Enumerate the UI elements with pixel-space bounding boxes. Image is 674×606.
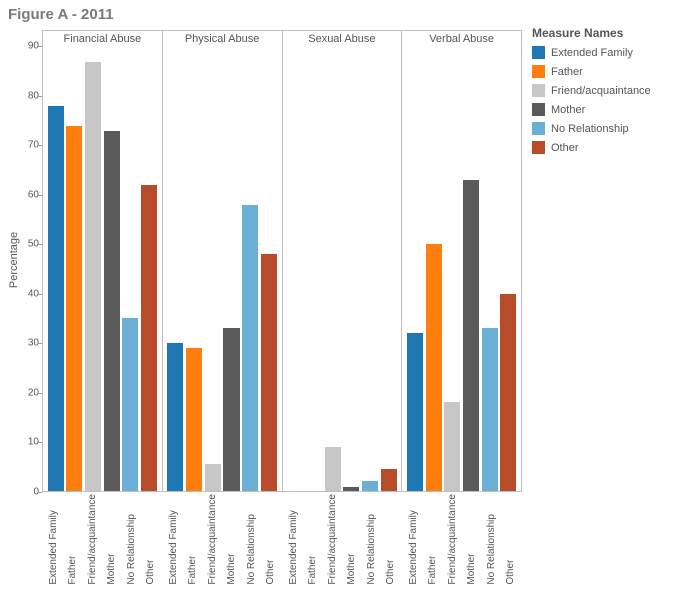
bar bbox=[104, 131, 120, 491]
legend-item: Mother bbox=[532, 103, 651, 116]
panel-label: Physical Abuse bbox=[163, 33, 282, 45]
bar bbox=[325, 447, 341, 491]
chart-area: Financial AbusePhysical AbuseSexual Abus… bbox=[42, 30, 522, 492]
x-tick-label: Extended Family bbox=[285, 494, 302, 585]
bar bbox=[242, 205, 258, 491]
x-tick-label: Other bbox=[502, 494, 519, 585]
y-tick-mark bbox=[38, 195, 42, 196]
legend-title: Measure Names bbox=[532, 26, 651, 40]
y-tick-mark bbox=[38, 294, 42, 295]
bar bbox=[444, 402, 460, 491]
panel: Physical Abuse bbox=[162, 30, 282, 492]
bar bbox=[261, 254, 277, 491]
bar bbox=[463, 180, 479, 491]
x-label-group: Extended FamilyFatherFriend/acquaintance… bbox=[162, 494, 282, 585]
bar bbox=[426, 244, 442, 491]
x-tick-label: Friend/acquaintance bbox=[84, 494, 101, 585]
figure-title: Figure A - 2011 bbox=[8, 6, 674, 23]
bar bbox=[66, 126, 82, 491]
x-tick-label: No Relationship bbox=[123, 494, 140, 585]
bars bbox=[165, 47, 280, 491]
x-label-group: Extended FamilyFatherFriend/acquaintance… bbox=[282, 494, 402, 585]
y-tick-mark bbox=[38, 96, 42, 97]
y-tick-mark bbox=[38, 343, 42, 344]
x-tick-label: No Relationship bbox=[483, 494, 500, 585]
bar bbox=[48, 106, 64, 491]
legend-swatch bbox=[532, 103, 545, 116]
legend-label: Extended Family bbox=[551, 47, 633, 59]
x-label-group: Extended FamilyFatherFriend/acquaintance… bbox=[402, 494, 522, 585]
x-tick-label: Mother bbox=[223, 494, 240, 585]
bar bbox=[186, 348, 202, 491]
panel: Financial Abuse bbox=[42, 30, 162, 492]
bar bbox=[500, 294, 516, 491]
legend-swatch bbox=[532, 65, 545, 78]
bars bbox=[45, 47, 160, 491]
bars bbox=[404, 47, 519, 491]
legend: Measure Names Extended Family Father Frien… bbox=[532, 26, 651, 160]
bar bbox=[482, 328, 498, 491]
y-tick-mark bbox=[38, 46, 42, 47]
legend-label: Mother bbox=[551, 104, 585, 116]
bar bbox=[122, 318, 138, 491]
bar bbox=[362, 481, 378, 491]
legend-label: Father bbox=[551, 66, 583, 78]
legend-label: Other bbox=[551, 142, 579, 154]
x-tick-label: Father bbox=[304, 494, 321, 585]
bars bbox=[285, 47, 400, 491]
x-tick-label: Other bbox=[262, 494, 279, 585]
y-tick-mark bbox=[38, 244, 42, 245]
bar bbox=[205, 464, 221, 491]
x-tick-label: Mother bbox=[463, 494, 480, 585]
legend-item: Extended Family bbox=[532, 46, 651, 59]
x-tick-label: No Relationship bbox=[243, 494, 260, 585]
bar bbox=[141, 185, 157, 491]
legend-item: Other bbox=[532, 141, 651, 154]
x-tick-label: Father bbox=[184, 494, 201, 585]
figure-wrap: Figure A - 2011 Percentage Financial Abu… bbox=[0, 0, 674, 606]
x-tick-label: Mother bbox=[103, 494, 120, 585]
legend-swatch bbox=[532, 122, 545, 135]
bar bbox=[167, 343, 183, 491]
y-tick-mark bbox=[38, 393, 42, 394]
bar bbox=[223, 328, 239, 491]
legend-swatch bbox=[532, 84, 545, 97]
x-tick-label: Other bbox=[142, 494, 159, 585]
panel-label: Sexual Abuse bbox=[283, 33, 402, 45]
bar bbox=[343, 487, 359, 491]
x-tick-label: No Relationship bbox=[363, 494, 380, 585]
panel: Sexual Abuse bbox=[282, 30, 402, 492]
bar bbox=[85, 62, 101, 491]
panels: Financial AbusePhysical AbuseSexual Abus… bbox=[42, 30, 522, 492]
bar bbox=[381, 469, 397, 491]
x-tick-label: Other bbox=[382, 494, 399, 585]
x-tick-label: Extended Family bbox=[45, 494, 62, 585]
x-tick-label: Father bbox=[64, 494, 81, 585]
bar bbox=[407, 333, 423, 491]
x-tick-label: Friend/acquaintance bbox=[204, 494, 221, 585]
x-tick-label: Extended Family bbox=[405, 494, 422, 585]
x-tick-label: Mother bbox=[343, 494, 360, 585]
x-label-group: Extended FamilyFatherFriend/acquaintance… bbox=[42, 494, 162, 585]
legend-swatch bbox=[532, 46, 545, 59]
y-tick-mark bbox=[38, 442, 42, 443]
x-tick-label: Father bbox=[424, 494, 441, 585]
legend-item: No Relationship bbox=[532, 122, 651, 135]
x-axis-labels: Extended FamilyFatherFriend/acquaintance… bbox=[42, 494, 522, 585]
legend-item: Friend/acquaintance bbox=[532, 84, 651, 97]
legend-label: No Relationship bbox=[551, 123, 629, 135]
x-tick-label: Friend/acquaintance bbox=[444, 494, 461, 585]
panel: Verbal Abuse bbox=[401, 30, 522, 492]
panel-label: Financial Abuse bbox=[43, 33, 162, 45]
y-tick-mark bbox=[38, 145, 42, 146]
y-tick-mark bbox=[38, 492, 42, 493]
legend-swatch bbox=[532, 141, 545, 154]
x-tick-label: Friend/acquaintance bbox=[324, 494, 341, 585]
legend-item: Father bbox=[532, 65, 651, 78]
legend-label: Friend/acquaintance bbox=[551, 85, 651, 97]
panel-label: Verbal Abuse bbox=[402, 33, 521, 45]
x-tick-label: Extended Family bbox=[165, 494, 182, 585]
